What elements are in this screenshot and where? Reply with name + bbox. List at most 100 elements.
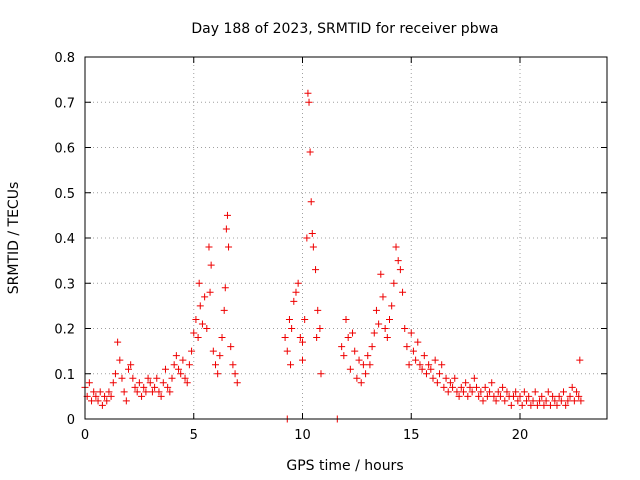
data-point [553, 401, 561, 409]
data-point [388, 302, 396, 310]
data-point [231, 370, 239, 378]
data-point [179, 356, 187, 364]
data-point [499, 383, 507, 391]
data-point [427, 365, 435, 373]
data-point [307, 198, 315, 206]
y-ticks: 0 0.1 0.2 0.3 0.4 0.5 0.6 0.7 0.8 [54, 51, 607, 428]
data-point [192, 315, 200, 323]
data-point [223, 211, 231, 219]
data-point [470, 374, 478, 382]
data-point [462, 379, 470, 387]
y-tick-label: 0.4 [54, 232, 75, 247]
data-point [129, 374, 137, 382]
data-point [312, 266, 320, 274]
data-point [516, 392, 524, 400]
data-point [381, 325, 389, 332]
data-point [214, 370, 222, 378]
data-point [449, 383, 457, 391]
data-point [342, 315, 350, 323]
data-point [453, 388, 461, 396]
data-point [570, 397, 578, 405]
data-point [529, 397, 537, 405]
data-point [308, 229, 316, 237]
data-point [159, 379, 167, 387]
data-point [151, 383, 159, 391]
data-point [168, 374, 176, 382]
data-point [188, 347, 196, 355]
data-point [494, 388, 502, 396]
data-point [568, 383, 576, 391]
data-point [140, 383, 148, 391]
data-point [205, 243, 213, 251]
data-point [216, 352, 224, 360]
data-point [90, 388, 98, 396]
data-point [349, 329, 357, 337]
data-point [422, 370, 430, 378]
data-point [429, 374, 437, 382]
data-point [509, 392, 517, 400]
data-point [479, 397, 487, 405]
data-point [488, 379, 496, 387]
data-point [575, 392, 583, 400]
data-point [576, 356, 584, 364]
data-point [304, 89, 312, 97]
data-point [305, 98, 313, 106]
data-point [218, 334, 226, 342]
data-point [536, 397, 544, 405]
data-point [346, 365, 354, 373]
data-point [431, 356, 439, 364]
data-point [116, 356, 124, 364]
data-point [195, 279, 203, 287]
data-point [562, 401, 570, 409]
data-point [446, 379, 454, 387]
data-point [399, 288, 407, 296]
data-point [523, 397, 531, 405]
data-point [501, 397, 509, 405]
data-point [314, 306, 322, 314]
data-point [573, 388, 581, 396]
data-point [222, 225, 230, 233]
data-point [455, 392, 463, 400]
data-point [122, 397, 130, 405]
data-point [564, 397, 572, 405]
data-point [433, 379, 441, 387]
data-point [566, 392, 574, 400]
data-point [394, 257, 402, 265]
data-point [416, 361, 424, 369]
y-tick-label: 0.7 [54, 96, 75, 111]
data-point [146, 379, 154, 387]
data-point [459, 388, 467, 396]
data-point [144, 374, 152, 382]
x-tick-label: 15 [403, 428, 420, 443]
data-point [309, 243, 317, 251]
data-point [386, 315, 393, 323]
x-tick-label: 20 [512, 428, 529, 443]
data-point [451, 374, 459, 382]
data-point [227, 343, 235, 351]
chart-title: Day 188 of 2023, SRMTID for receiver pbw… [191, 21, 498, 37]
y-tick-label: 0.6 [54, 142, 75, 157]
data-point [161, 365, 169, 373]
data-point [221, 284, 229, 292]
data-point [105, 388, 113, 396]
y-tick-label: 0.3 [54, 277, 75, 292]
data-point [486, 388, 494, 396]
data-point [155, 388, 163, 396]
data-point [127, 361, 135, 369]
data-point [351, 347, 359, 355]
data-point [92, 392, 100, 400]
data-point [436, 370, 444, 378]
data-point [527, 401, 535, 409]
data-point [418, 365, 426, 373]
data-point [103, 397, 111, 405]
x-ticks: 0 5 10 15 20 [81, 57, 528, 443]
y-tick-label: 0.1 [54, 368, 75, 383]
data-point [483, 392, 491, 400]
data-point [403, 343, 411, 351]
data-point [229, 361, 237, 369]
data-point [401, 325, 409, 332]
data-point [525, 392, 533, 400]
data-point [353, 374, 361, 382]
data-point [370, 329, 378, 337]
data-point [520, 388, 528, 396]
